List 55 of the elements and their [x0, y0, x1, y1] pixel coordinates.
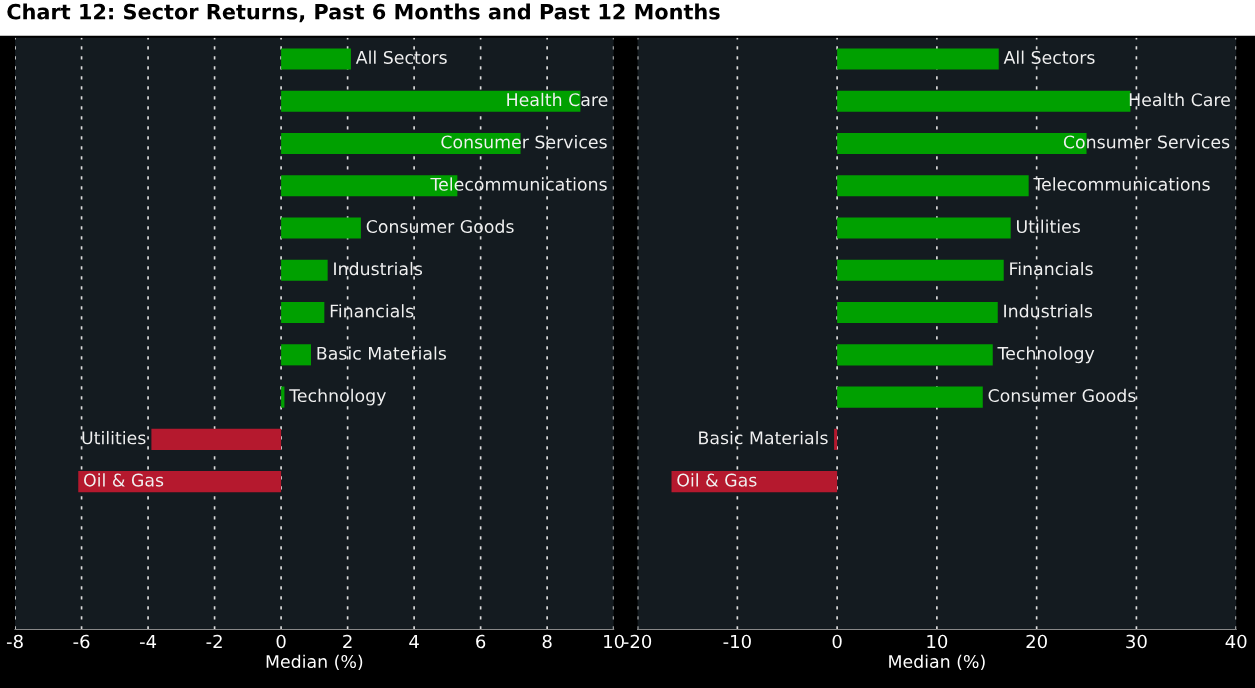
chart-title: Chart 12: Sector Returns, Past 6 Months and Past 12 Months: [7, 3, 720, 23]
bar: [281, 344, 312, 366]
category-label: Technology: [997, 346, 1095, 364]
category-label: Oil & Gas: [84, 473, 164, 487]
x-tick-label: 4: [409, 634, 419, 649]
category-label: Industrials: [334, 261, 423, 276]
category-label: Industrials: [1004, 304, 1093, 318]
bar: [281, 386, 285, 408]
category-label: Financials: [330, 304, 414, 318]
bar: [837, 48, 999, 70]
category-label: Oil & Gas: [677, 473, 757, 487]
bar: [837, 90, 1131, 112]
bar: [837, 259, 1004, 281]
bar: [837, 344, 993, 366]
category-label: Basic Materials: [699, 430, 828, 445]
category-label: Telecommunications: [1033, 177, 1210, 191]
category-label: Financials: [1010, 261, 1093, 276]
x-axis-title: Median (%): [889, 654, 985, 671]
category-label: All Sectors: [1003, 50, 1095, 65]
x-tick-label: -2: [206, 634, 222, 649]
x-tick-label: 0: [276, 634, 286, 649]
category-label: Utilities: [1017, 219, 1080, 234]
x-tick-label: -4: [139, 634, 157, 649]
category-label: Consumer Goods: [366, 219, 514, 234]
x-tick-label: -10: [723, 634, 751, 649]
bar: [834, 428, 838, 450]
x-tick-label: 10: [604, 634, 624, 649]
bar: [78, 471, 282, 493]
x-tick-label: 20: [1026, 634, 1047, 649]
x-tick-label: 2: [343, 634, 352, 649]
x-tick-label: 8: [542, 634, 552, 649]
category-label: All Sectors: [355, 50, 447, 65]
bar: [151, 428, 282, 450]
x-tick-label: 10: [927, 634, 948, 649]
x-tick-label: 40: [1225, 634, 1247, 649]
category-label: Basic Materials: [317, 346, 447, 360]
category-label: Technology: [289, 388, 386, 406]
bar: [837, 386, 983, 408]
x-tick-label: -8: [6, 634, 23, 649]
bar: [281, 217, 361, 239]
category-label: Consumer Goods: [988, 388, 1136, 403]
bar: [281, 48, 351, 70]
bar: [837, 175, 1029, 197]
x-tick-label: 0: [832, 634, 842, 649]
bar: [837, 301, 998, 324]
bar: [281, 259, 328, 281]
bar: [671, 471, 838, 493]
x-tick-label: -6: [73, 634, 90, 649]
category-label: Utilities: [82, 430, 146, 445]
x-axis-title: Median (%): [266, 654, 363, 671]
bar: [837, 217, 1011, 239]
x-tick-label: -20: [623, 634, 652, 649]
bar: [281, 301, 325, 324]
x-tick-label: 30: [1126, 634, 1147, 649]
x-tick-label: 6: [476, 634, 486, 649]
